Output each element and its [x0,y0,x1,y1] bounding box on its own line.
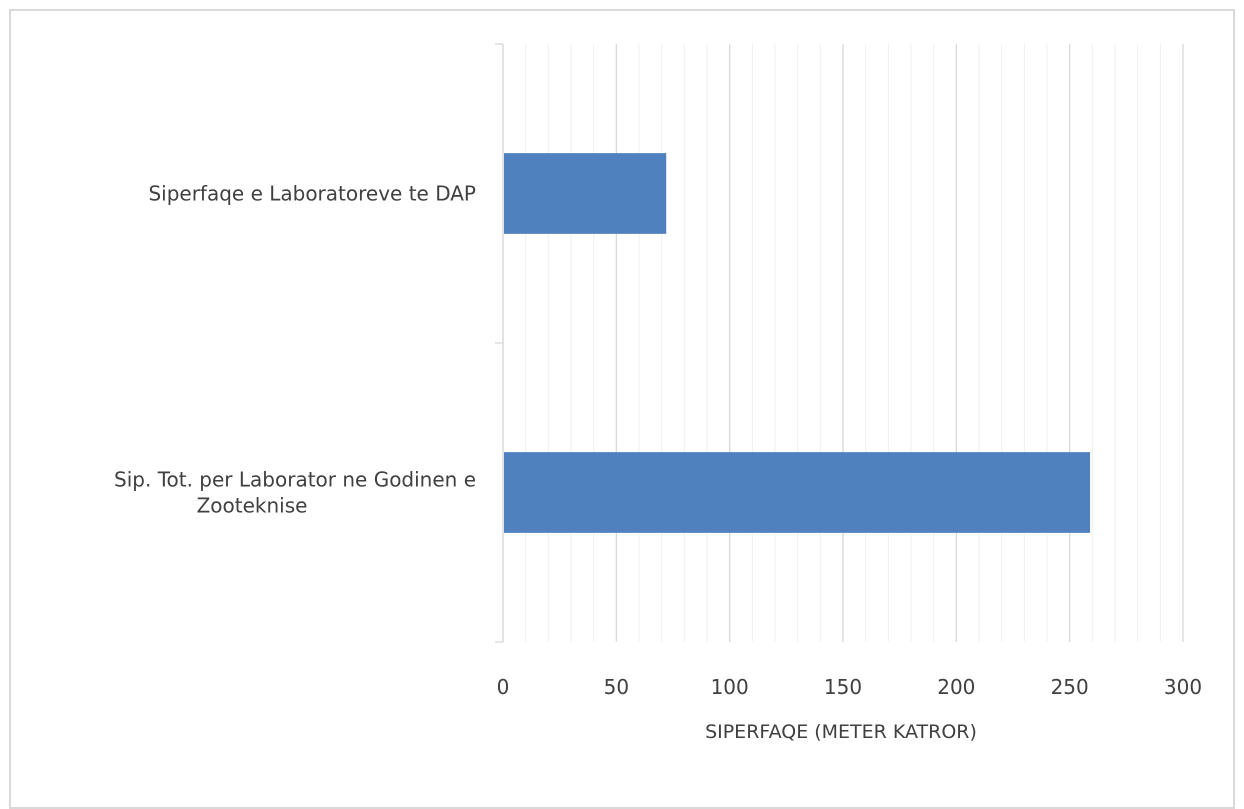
category-labels: Siperfaqe e Laboratoreve te DAP Sip. Tot.… [114,182,476,518]
x-tick-labels: 0 50 100 150 200 250 300 [497,675,1202,699]
chart-frame [9,9,1235,809]
gridlines [502,44,1184,642]
category-label: Sip. Tot. per Laborator ne Godinen e [114,468,476,492]
x-tick-label: 200 [937,675,975,699]
bar [504,452,1091,533]
category-label: Zooteknise [197,494,308,518]
x-tick-label: 300 [1164,675,1202,699]
x-tick-label: 250 [1051,675,1089,699]
category-label: Siperfaqe e Laboratoreve te DAP [148,182,476,206]
x-tick-label: 0 [497,675,510,699]
bar-chart: Siperfaqe e Laboratoreve te DAP Sip. Tot.… [114,43,1202,743]
category-axis [495,43,504,643]
x-tick-label: 100 [711,675,749,699]
bar [504,153,667,234]
x-axis-title: SIPERFAQE (METER KATROR) [705,721,977,743]
x-tick-label: 150 [824,675,862,699]
x-tick-label: 50 [604,675,629,699]
bars [504,153,1091,533]
